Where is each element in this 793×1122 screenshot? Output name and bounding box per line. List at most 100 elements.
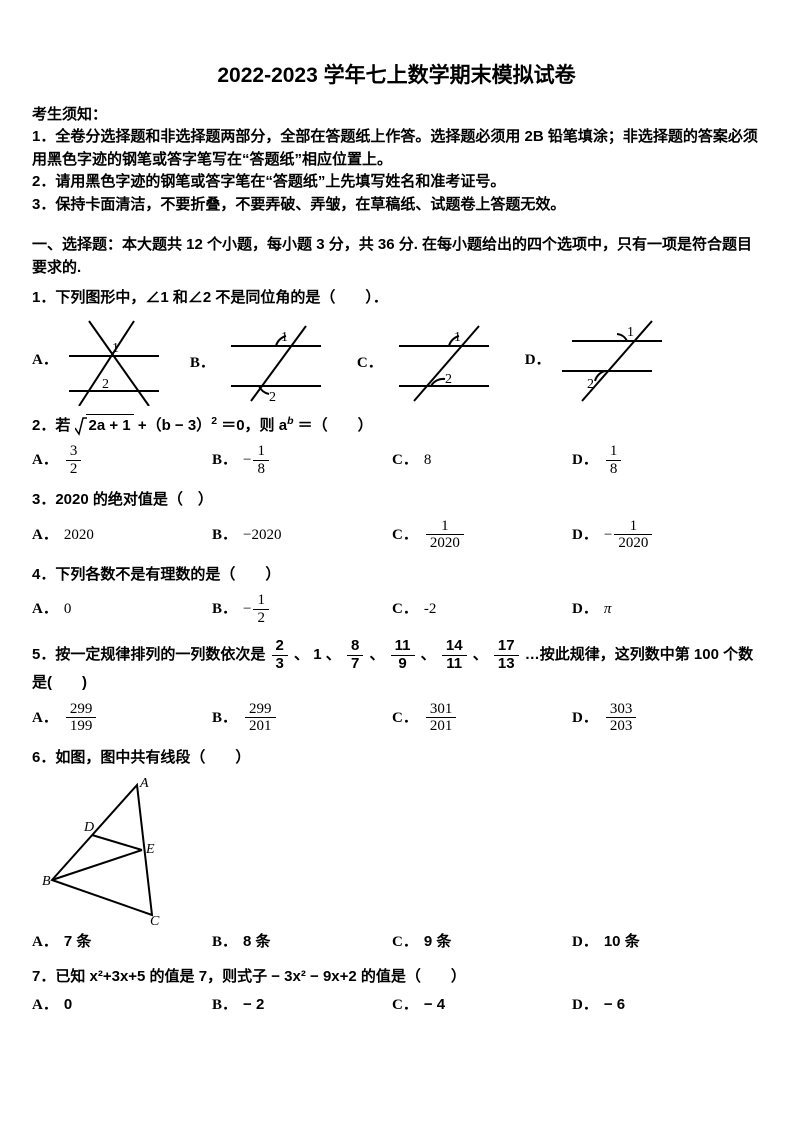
svg-text:1: 1 — [454, 330, 461, 345]
q2-b-neg: − — [243, 449, 251, 472]
q2-option-b: B． − 18 — [212, 443, 382, 477]
q1-option-d: D． 1 2 — [525, 316, 667, 406]
q3-options: A．2020 B． −2020 C．12020 D．−12020 — [32, 518, 761, 556]
q2-radicand: 2a + 1 — [86, 414, 134, 438]
q5-sep4: 、 — [421, 646, 436, 663]
q2-mid: +（b − 3） — [138, 417, 211, 434]
q3-option-c: C．12020 — [392, 518, 562, 552]
svg-text:1: 1 — [627, 325, 634, 340]
question-6: 6．如图，图中共有线段（ ） — [32, 747, 761, 770]
q3-b-label: B． — [212, 524, 237, 547]
q6-b-val: 8 条 — [243, 931, 271, 954]
q1-text: 1．下列图形中，∠1 和∠2 不是同位角的是（ ）． — [32, 287, 761, 310]
q2-exp: 2 — [211, 415, 217, 427]
q7-b-label: B． — [212, 994, 237, 1017]
q7-option-b: B． − 2 — [212, 994, 382, 1017]
q6-option-d: D．10 条 — [572, 931, 742, 954]
q3-c-label: C． — [392, 524, 418, 547]
svg-text:1: 1 — [112, 341, 119, 356]
svg-text:2: 2 — [102, 377, 109, 392]
instruction-1: 1．全卷分选择题和非选择题两部分，全部在答题纸上作答。选择题必须用 2B 铅笔填… — [32, 126, 761, 171]
svg-text:E: E — [145, 842, 155, 857]
q6-a-val: 7 条 — [64, 931, 92, 954]
q2-post: ＝0，则 a — [221, 417, 287, 434]
q1-option-a: A． 1 2 — [32, 316, 164, 406]
q6-c-val: 9 条 — [424, 931, 452, 954]
svg-text:A: A — [139, 776, 149, 791]
question-3: 3．2020 的绝对值是（ ） — [32, 489, 761, 512]
q2-option-a: A． 32 — [32, 443, 202, 477]
q3-option-a: A．2020 — [32, 524, 202, 547]
question-4: 4．下列各数不是有理数的是（ ） — [32, 564, 761, 587]
svg-text:C: C — [150, 914, 160, 925]
q2-sup-b: b — [287, 415, 293, 427]
q1-optC-label: C． — [357, 352, 383, 375]
q4-options: A．0 B．−12 C．-2 D．π — [32, 592, 761, 630]
instruction-3: 3．保持卡面清洁，不要折叠，不要弄破、弄皱，在草稿纸、试题卷上答题无效。 — [32, 194, 761, 217]
q3-d-frac: 12020 — [614, 518, 652, 552]
q6-c-label: C． — [392, 931, 418, 954]
q2-a-label: A． — [32, 449, 58, 472]
q5-one: 1 — [313, 646, 321, 663]
q5-pre: 5．按一定规律排列的一列数依次是 — [32, 646, 265, 663]
q5-a-frac: 299199 — [66, 701, 97, 735]
question-5: 5．按一定规律排列的一列数依次是 23 、 1 、 87 、 119 、 141… — [32, 638, 761, 695]
q2-tail: ＝（ ） — [298, 417, 373, 434]
q1-figB-icon: 1 2 — [221, 321, 331, 406]
q7-option-c: C． − 4 — [392, 994, 562, 1017]
q4-option-b: B．−12 — [212, 592, 382, 626]
q5-s3: 119 — [391, 638, 415, 672]
q2-c-val: 8 — [424, 449, 432, 472]
q5-option-a: A． 299199 — [32, 701, 202, 735]
q6-d-label: D． — [572, 931, 598, 954]
q7-d-label: D． — [572, 994, 598, 1017]
question-1: 1．下列图形中，∠1 和∠2 不是同位角的是（ ）． A． 1 2 — [32, 287, 761, 406]
q2-option-c: C． 8 — [392, 449, 562, 472]
q6-option-c: C． 9 条 — [392, 931, 562, 954]
q1-figC-icon: 1 2 — [389, 321, 499, 406]
svg-text:2: 2 — [587, 377, 594, 392]
q1-figA-icon: 1 2 — [64, 316, 164, 406]
q5-s5: 1713 — [494, 638, 519, 672]
q4-d-label: D． — [572, 598, 598, 621]
q5-b-frac: 299201 — [245, 701, 276, 735]
q7-option-d: D．− 6 — [572, 994, 742, 1017]
q4-c-val: -2 — [424, 598, 437, 621]
q5-d-label: D． — [572, 707, 598, 730]
q1-figures: A． 1 2 B． — [32, 316, 761, 406]
q6-a-label: A． — [32, 931, 58, 954]
q3-d-label: D． — [572, 524, 598, 547]
svg-text:1: 1 — [281, 330, 288, 345]
q7-c-label: C． — [392, 994, 418, 1017]
q2-d-frac: 18 — [606, 443, 622, 477]
q5-c-label: C． — [392, 707, 418, 730]
q4-a-val: 0 — [64, 598, 72, 621]
svg-text:2: 2 — [269, 390, 276, 405]
q7-c-val: − 4 — [424, 994, 445, 1017]
q7-b-val: − 2 — [243, 994, 264, 1017]
q6-triangle-icon: A B C D E — [42, 775, 212, 925]
q2-options: A． 32 B． − 18 C． 8 D． 18 — [32, 443, 761, 481]
q5-a-label: A． — [32, 707, 58, 730]
svg-text:2: 2 — [445, 372, 452, 387]
q2-b-frac: 18 — [253, 443, 269, 477]
q3-b-val: −2020 — [243, 524, 281, 547]
section-1-heading: 一、选择题：本大题共 12 个小题，每小题 3 分，共 36 分. 在每小题给出… — [32, 234, 761, 279]
q7-a-val: 0 — [64, 994, 72, 1017]
q1-option-b: B． 1 2 — [190, 321, 331, 406]
q5-sep3: 、 — [369, 646, 384, 663]
q4-b-frac: 12 — [253, 592, 269, 626]
q4-a-label: A． — [32, 598, 58, 621]
q4-option-a: A． 0 — [32, 598, 202, 621]
q3-d-neg: − — [604, 524, 612, 547]
q5-option-d: D．303203 — [572, 701, 742, 735]
q1-optD-label: D． — [525, 349, 551, 372]
q5-s1: 23 — [272, 638, 288, 672]
q2-pre: 2．若 — [32, 417, 70, 434]
q5-sep5: 、 — [473, 646, 488, 663]
q7-option-a: A．0 — [32, 994, 202, 1017]
q2-b-label: B． — [212, 449, 237, 472]
svg-text:B: B — [42, 874, 51, 889]
q6-options: A．7 条 B．8 条 C．9 条 D．10 条 — [32, 931, 761, 958]
q4-d-val: π — [604, 598, 612, 621]
